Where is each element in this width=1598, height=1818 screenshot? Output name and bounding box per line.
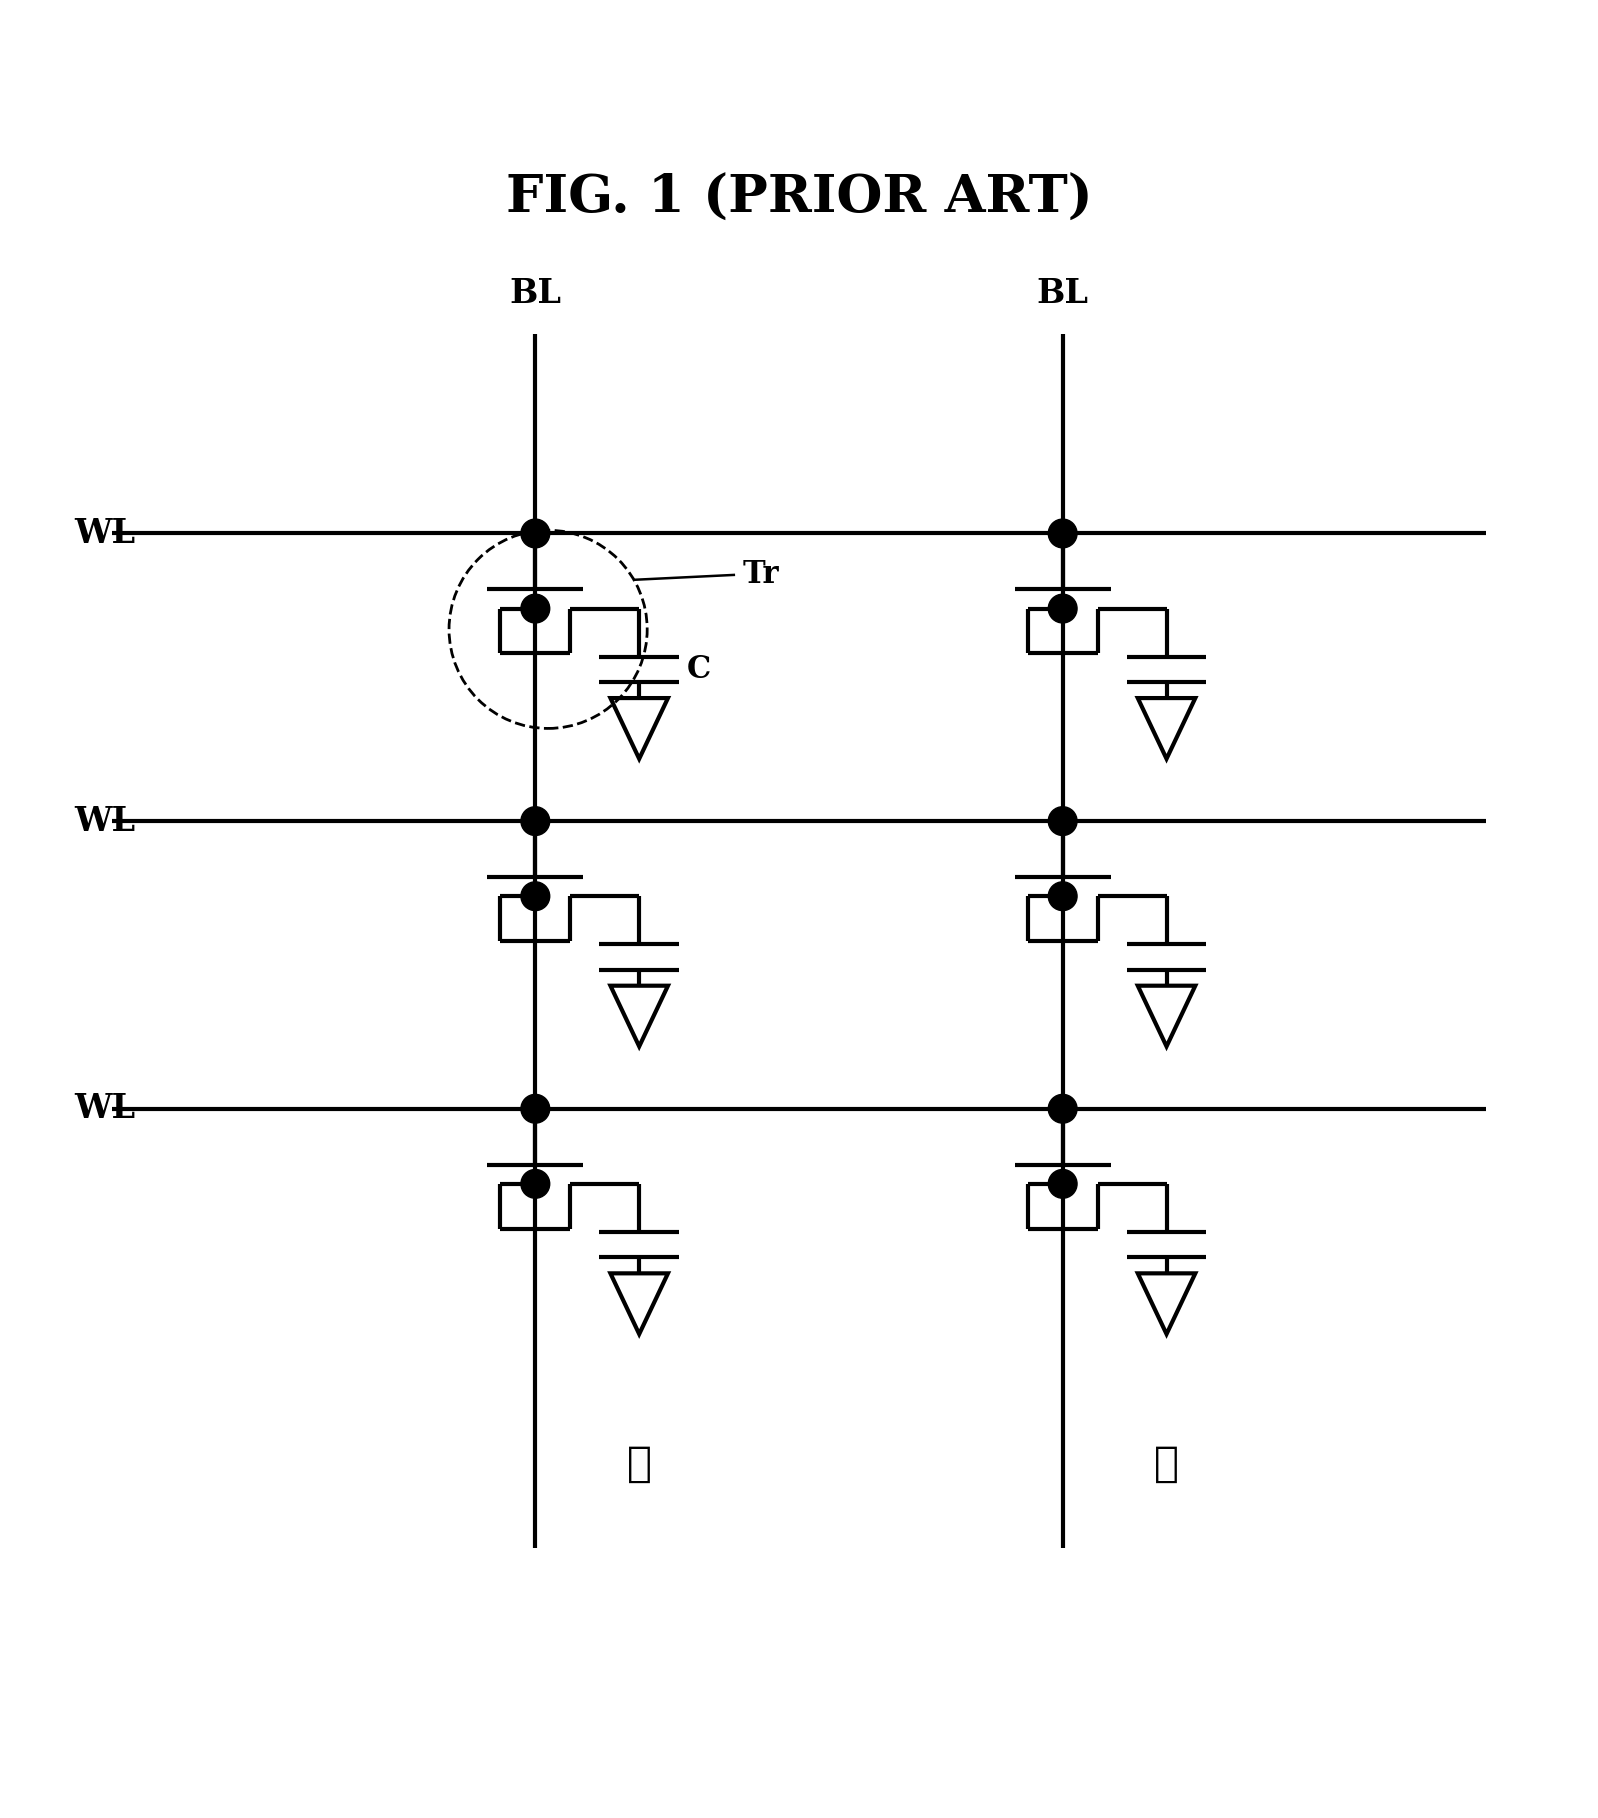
Text: WL: WL: [75, 805, 136, 838]
Text: ⋮: ⋮: [626, 1443, 652, 1485]
Circle shape: [521, 1169, 550, 1198]
Circle shape: [1048, 807, 1077, 836]
Text: C: C: [687, 654, 711, 685]
Circle shape: [1048, 520, 1077, 547]
Circle shape: [521, 520, 550, 547]
Circle shape: [521, 1094, 550, 1124]
Text: ⋮: ⋮: [1154, 1443, 1179, 1485]
Text: Tr: Tr: [743, 560, 780, 591]
Text: FIG. 1 (PRIOR ART): FIG. 1 (PRIOR ART): [505, 173, 1093, 224]
Circle shape: [1048, 882, 1077, 911]
Circle shape: [1048, 1169, 1077, 1198]
Text: WL: WL: [75, 1093, 136, 1125]
Text: WL: WL: [75, 516, 136, 551]
Circle shape: [1048, 1094, 1077, 1124]
Circle shape: [521, 807, 550, 836]
Text: BL: BL: [1037, 276, 1088, 309]
Circle shape: [521, 594, 550, 624]
Circle shape: [521, 882, 550, 911]
Text: BL: BL: [510, 276, 561, 309]
Circle shape: [1048, 594, 1077, 624]
